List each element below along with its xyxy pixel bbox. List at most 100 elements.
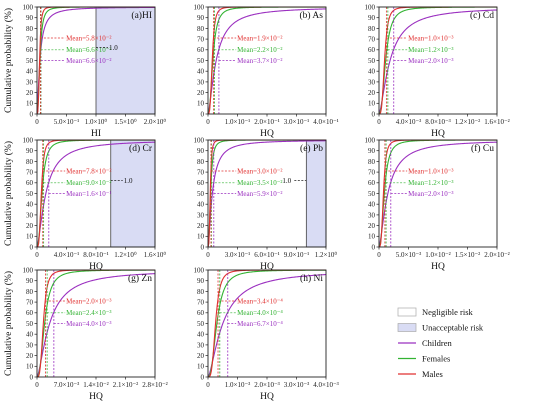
y-tick-label: 90	[26, 147, 34, 155]
cdf-line-children	[36, 141, 156, 248]
panel-8: Mean=6.7×10⁻⁴ Mean=4.0×10⁻⁴ Mean=3.4×10⁻⁴ 0…	[194, 266, 339, 402]
mean-label-males: Mean=1.0×10⁻³	[408, 167, 453, 175]
y-tick-label: 100	[194, 266, 205, 274]
y-tick-label: 70	[368, 169, 376, 177]
x-tick-label: 2.8×10⁻²	[142, 381, 168, 389]
y-tick-label: 60	[368, 179, 376, 187]
y-tick-label: 20	[197, 222, 205, 230]
y-tick-label: 80	[368, 25, 376, 33]
y-tick-label: 60	[368, 46, 376, 54]
legend-label: Unacceptable risk	[422, 323, 484, 333]
y-tick-label: 70	[197, 169, 205, 177]
x-tick-label: 8.0×10⁻³	[425, 118, 451, 126]
mean-label-females: Mean=4.0×10⁻⁴	[237, 309, 283, 317]
y-tick-label: 100	[194, 136, 205, 144]
mean-label-females: Mean=2.4×10⁻³	[66, 309, 111, 317]
y-tick-label: 30	[26, 211, 34, 219]
mean-label-males: Mean=5.8×10⁻²	[66, 34, 111, 42]
mean-label-females: Mean=2.2×10⁻²	[237, 46, 282, 54]
x-tick-label: 5.0×10⁻¹	[54, 118, 80, 126]
legend-label: Children	[422, 338, 452, 348]
y-tick-label: 50	[197, 320, 205, 328]
mean-label-females: Mean=1.2×10⁻³	[408, 46, 453, 54]
y-tick-label: 50	[197, 57, 205, 65]
y-tick-label: 0	[201, 373, 205, 381]
legend-item-females: Females	[398, 354, 450, 364]
panel-title: (d) Cr	[129, 143, 153, 154]
x-tick-label: 2.0×10⁻²	[484, 251, 510, 259]
panel-4: Mean=1.6×10⁻¹ Mean=9.0×10⁻² Mean=7.8×10⁻² 1…	[3, 136, 166, 272]
panel-7: Mean=4.0×10⁻³ Mean=2.4×10⁻³ Mean=2.0×10⁻³ 0…	[3, 266, 168, 402]
legend-swatch	[397, 323, 417, 332]
y-tick-label: 30	[197, 78, 205, 86]
y-tick-label: 70	[26, 299, 34, 307]
x-tick-label: 2.1×10⁻²	[113, 381, 139, 389]
y-tick-label: 100	[365, 3, 376, 11]
x-tick-label: 4.0×10⁻¹	[313, 118, 339, 126]
x-tick-label: 0	[377, 118, 381, 126]
y-tick-label: 20	[197, 89, 205, 97]
x-tick-label: 0	[206, 118, 210, 126]
x-tick-label: 4.0×10⁻¹	[54, 251, 80, 259]
y-tick-label: 100	[23, 266, 34, 274]
y-tick-label: 90	[197, 147, 205, 155]
y-tick-label: 40	[197, 201, 205, 209]
mean-label-children: Mean=2.0×10⁻³	[408, 190, 453, 198]
y-tick-label: 10	[197, 363, 205, 371]
x-tick-label: 8.0×10⁻¹	[83, 251, 109, 259]
panel-title: (h) Ni	[300, 273, 323, 284]
x-tick-label: 4.0×10⁻³	[396, 118, 422, 126]
y-tick-label: 70	[26, 36, 34, 44]
y-tick-label: 40	[26, 68, 34, 76]
x-axis-title: HQ	[431, 262, 445, 272]
y-tick-label: 0	[30, 243, 34, 251]
y-tick-label: 30	[197, 211, 205, 219]
y-tick-label: 40	[368, 201, 376, 209]
x-tick-label: 1.2×10⁻²	[455, 118, 481, 126]
legend-swatch	[397, 307, 417, 317]
x-tick-label: 1.5×10⁻²	[455, 251, 481, 259]
threshold-label: 1.0	[109, 44, 118, 52]
y-tick-label: 80	[26, 288, 34, 296]
legend-item-males: Males	[398, 369, 443, 379]
x-axis-title: HI	[91, 129, 101, 139]
mean-label-females: Mean=9.0×10⁻²	[66, 179, 111, 187]
y-tick-label: 0	[372, 110, 376, 118]
legend-label: Negligible risk	[422, 307, 474, 317]
mean-label-children: Mean=2.0×10⁻³	[408, 57, 453, 65]
y-tick-label: 100	[23, 3, 34, 11]
y-tick-label: 80	[197, 25, 205, 33]
y-tick-label: 30	[26, 78, 34, 86]
y-tick-label: 20	[197, 352, 205, 360]
mean-label-children: Mean=6.7×10⁻⁴	[237, 320, 283, 328]
x-tick-label: 0	[35, 381, 39, 389]
legend-item-negligible-risk: Negligible risk	[397, 307, 474, 317]
y-tick-label: 20	[26, 222, 34, 230]
y-tick-label: 100	[365, 136, 376, 144]
y-tick-label: 50	[368, 57, 376, 65]
legend-item-children: Children	[398, 338, 452, 348]
y-tick-label: 40	[197, 68, 205, 76]
x-tick-label: 1.2×10⁰	[114, 251, 137, 259]
x-axis-title: HQ	[89, 262, 103, 272]
x-tick-label: 3.0×10⁻¹	[225, 251, 251, 259]
x-tick-label: 0	[206, 381, 210, 389]
y-tick-label: 60	[26, 309, 34, 317]
x-tick-label: 5.0×10⁻³	[396, 251, 422, 259]
y-tick-label: 20	[26, 352, 34, 360]
cdf-line-children	[207, 8, 327, 115]
x-tick-label: 4.0×10⁻³	[313, 381, 339, 389]
mean-label-males: Mean=3.4×10⁻⁴	[237, 297, 283, 305]
y-tick-label: 50	[368, 190, 376, 198]
y-tick-label: 80	[368, 158, 376, 166]
x-axis-title: HQ	[260, 129, 274, 139]
x-tick-label: 2.0×10⁻¹	[254, 118, 280, 126]
y-tick-label: 60	[26, 179, 34, 187]
x-tick-label: 1.0×10⁻³	[225, 381, 251, 389]
y-tick-label: 0	[201, 243, 205, 251]
x-tick-label: 1.6×10⁰	[144, 251, 167, 259]
y-tick-label: 10	[368, 100, 376, 108]
x-tick-label: 6.0×10⁻¹	[254, 251, 280, 259]
mean-label-males: Mean=7.8×10⁻²	[66, 167, 111, 175]
